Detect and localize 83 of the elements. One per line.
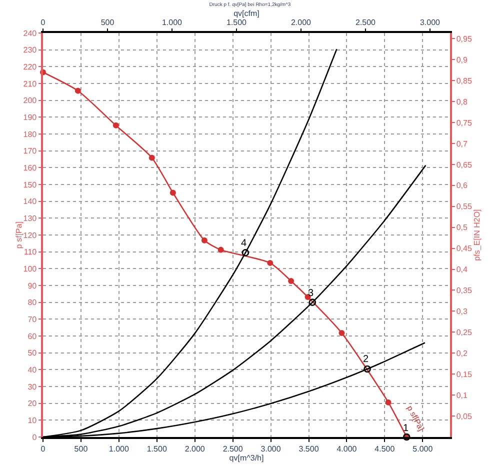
y-tick-label: 70 — [28, 314, 38, 324]
y2-tick-label: 0,8 — [456, 97, 468, 106]
y-tick-label: 170 — [23, 146, 38, 156]
y2-tick-label: 0,9 — [456, 55, 468, 64]
point — [201, 237, 208, 244]
y-tick-label: 20 — [28, 399, 38, 408]
x2-axis-title: qv[cfm] — [234, 9, 260, 18]
point — [267, 260, 274, 266]
x-tick-label: 3.000 — [260, 444, 282, 454]
y-tick-label: 30 — [28, 382, 38, 392]
x-axis-title: qv[m^3/h] — [229, 453, 264, 462]
y2-tick-label: 0,35 — [456, 286, 472, 296]
y-tick-label: 240 — [23, 28, 38, 38]
x-tick-label: 4.500 — [374, 444, 396, 454]
x2-tick-label: 1.000 — [162, 18, 183, 28]
y2-tick-label: 0,3 — [456, 307, 468, 316]
y2-tick-label: 0,6 — [456, 181, 468, 190]
y-tick-label: 210 — [23, 79, 38, 88]
y2-tick-label: 0,5 — [456, 223, 468, 232]
point — [364, 365, 371, 373]
point — [288, 278, 294, 284]
x-tick-label: 1.500 — [146, 444, 168, 454]
y-tick-label: 150 — [23, 180, 38, 190]
point — [112, 122, 119, 128]
y-tick-label: 50 — [28, 348, 38, 358]
x2-tick-label: 2.500 — [355, 18, 376, 28]
x-tick-label: 1.000 — [108, 444, 130, 454]
y2-tick-label: 0,65 — [456, 160, 472, 170]
x-tick-label: 0 — [40, 444, 46, 454]
point — [308, 298, 316, 306]
y2-tick-label: 0,1 — [456, 390, 468, 400]
y-tick-label: 130 — [23, 214, 38, 223]
x2-tick-label: 0 — [40, 18, 46, 28]
point — [148, 154, 155, 161]
annotation: 1 — [403, 423, 409, 434]
x-tick-label: 500 — [74, 444, 88, 454]
y-tick-label: 110 — [24, 248, 38, 257]
x2-tick-label: 2.000 — [290, 18, 312, 28]
y-tick-label: 190 — [23, 112, 38, 122]
y-tick-label: 220 — [23, 62, 38, 72]
point — [218, 246, 224, 253]
point — [170, 190, 176, 196]
y-tick-label: 160 — [23, 163, 38, 172]
x-tick-label: 5.000 — [412, 444, 434, 454]
x-tick-label: 2.000 — [184, 444, 206, 454]
y-tick-label: 140 — [23, 197, 38, 206]
y2-tick-label: 0,55 — [456, 202, 472, 212]
y-tick-label: 40 — [28, 365, 38, 374]
y2-tick-label: 0,2 — [456, 348, 468, 358]
y-tick-label: 100 — [23, 264, 38, 274]
point — [385, 399, 392, 406]
y2-tick-label: 0,75 — [456, 118, 472, 128]
y2-axis-title: pfs_E[IN H2O] — [472, 209, 482, 261]
y-tick-label: 60 — [28, 332, 38, 341]
y-tick-label: 90 — [28, 281, 38, 290]
y-tick-label: 120 — [23, 230, 38, 240]
y2-tick-label: 0,25 — [456, 328, 472, 337]
y2-tick-label: 0,4 — [456, 265, 468, 274]
y2-tick-label: 0,7 — [456, 139, 468, 148]
point — [242, 249, 250, 256]
annotation: 2 — [363, 354, 369, 365]
y-tick-label: 10 — [28, 416, 38, 425]
y2-tick-label: 0,95 — [456, 34, 472, 44]
x-tick-label: 3.500 — [298, 444, 320, 454]
y-axis-title: p sf[Pa] — [14, 221, 24, 249]
x2-tick-label: 500 — [100, 18, 115, 28]
point — [338, 330, 345, 336]
y-tick-label: 230 — [23, 46, 38, 55]
x-tick-label: 2.500 — [222, 444, 244, 454]
y2-tick-label: 0,15 — [456, 370, 472, 379]
y-tick-label: 0 — [32, 432, 38, 442]
annotation: 4 — [241, 238, 247, 249]
y2-tick-label: 0,85 — [456, 76, 472, 86]
y2-tick-label: 0,45 — [456, 244, 472, 254]
y-tick-label: 200 — [23, 96, 38, 106]
y-tick-label: 80 — [28, 298, 38, 308]
x-tick-label: 4.000 — [336, 444, 358, 454]
annotation: 3 — [308, 288, 314, 299]
x2-tick-label: 3.000 — [420, 18, 441, 28]
point — [74, 88, 81, 94]
y-tick-label: 180 — [23, 130, 38, 139]
y2-tick-label: 0,05 — [456, 412, 472, 421]
x2-tick-label: 1.500 — [226, 18, 248, 28]
